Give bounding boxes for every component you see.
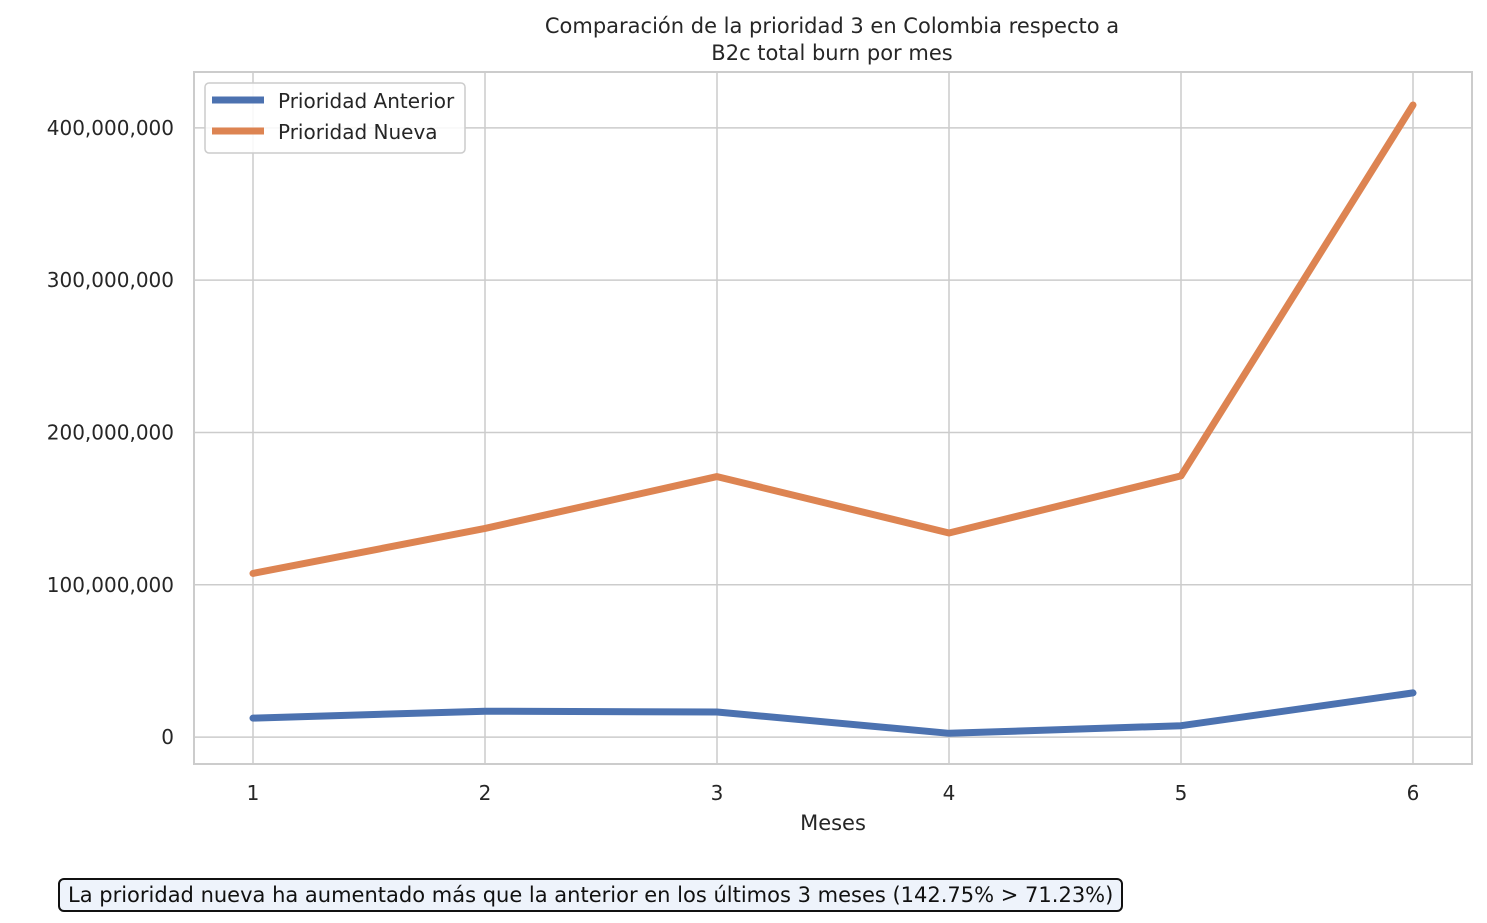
chart-title-line-2: B2c total burn por mes (711, 41, 952, 65)
annotation-text: La prioridad nueva ha aumentado más que … (68, 883, 1114, 907)
annotation-box: La prioridad nueva ha aumentado más que … (58, 878, 1124, 912)
y-tick-label: 200,000,000 (47, 420, 174, 444)
legend: Prioridad Anterior Prioridad Nueva (204, 82, 466, 154)
x-axis-label: Meses (800, 811, 866, 835)
series-line-anterior (249, 689, 1417, 737)
y-tick-label: 0 (161, 725, 174, 749)
chart-title-line-1: Comparación de la prioridad 3 en Colombi… (545, 14, 1119, 38)
x-tick-label: 5 (1175, 781, 1188, 805)
y-tick-label: 300,000,000 (47, 268, 174, 292)
x-tick-label: 3 (711, 781, 724, 805)
x-tick-label: 1 (247, 781, 260, 805)
legend-frame (204, 82, 466, 154)
x-tick-label: 6 (1407, 781, 1420, 805)
series-lines (249, 101, 1417, 737)
series-line-nueva (249, 101, 1417, 577)
y-tick-label: 100,000,000 (47, 573, 174, 597)
x-tick-label: 2 (479, 781, 492, 805)
legend-label-anterior: Prioridad Anterior (278, 89, 455, 113)
x-tick-label: 4 (943, 781, 956, 805)
legend-label-nueva: Prioridad Nueva (278, 120, 438, 144)
plot-frame (193, 71, 1473, 765)
grid (195, 73, 1471, 763)
y-tick-label: 400,000,000 (47, 116, 174, 140)
axis-ticks: 1 2 3 4 5 6 0 100,000,000 200,000,000 300,000,000… (47, 116, 1420, 805)
